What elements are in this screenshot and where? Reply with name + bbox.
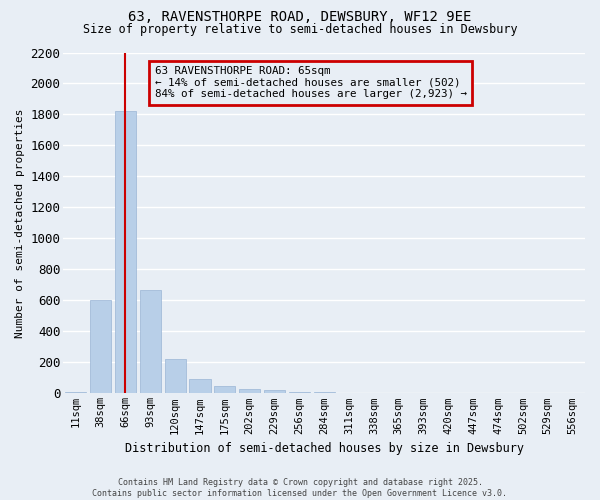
Bar: [289, 392, 310, 394]
Y-axis label: Number of semi-detached properties: Number of semi-detached properties: [15, 108, 25, 338]
Bar: [140, 290, 161, 394]
Bar: [190, 380, 211, 394]
Bar: [338, 392, 359, 394]
Bar: [314, 392, 335, 394]
Text: Contains HM Land Registry data © Crown copyright and database right 2025.
Contai: Contains HM Land Registry data © Crown c…: [92, 478, 508, 498]
Bar: [65, 392, 86, 394]
Bar: [363, 392, 385, 394]
Bar: [214, 386, 235, 394]
Bar: [115, 112, 136, 394]
X-axis label: Distribution of semi-detached houses by size in Dewsbury: Distribution of semi-detached houses by …: [125, 442, 524, 455]
Bar: [264, 390, 285, 394]
Bar: [239, 388, 260, 394]
Text: Size of property relative to semi-detached houses in Dewsbury: Size of property relative to semi-detach…: [83, 22, 517, 36]
Text: 63, RAVENSTHORPE ROAD, DEWSBURY, WF12 9EE: 63, RAVENSTHORPE ROAD, DEWSBURY, WF12 9E…: [128, 10, 472, 24]
Bar: [90, 300, 111, 394]
Text: 63 RAVENSTHORPE ROAD: 65sqm
← 14% of semi-detached houses are smaller (502)
84% : 63 RAVENSTHORPE ROAD: 65sqm ← 14% of sem…: [155, 66, 467, 100]
Bar: [164, 360, 185, 394]
